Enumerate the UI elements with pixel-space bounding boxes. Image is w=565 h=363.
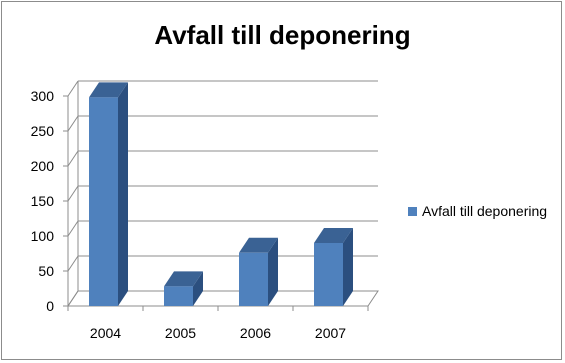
bar: [89, 97, 118, 307]
legend-swatch: [408, 206, 417, 216]
bar: [239, 252, 268, 306]
side-wall-line: [67, 115, 79, 132]
legend: Avfall till deponering: [408, 203, 547, 219]
side-wall-line: [67, 185, 79, 202]
bar-top: [239, 237, 278, 253]
y-tick-label: 0: [46, 298, 54, 314]
y-tick-label: 50: [38, 263, 54, 279]
x-tick-label: 2004: [90, 325, 121, 341]
y-tick-label: 300: [31, 88, 55, 104]
bar-side: [268, 237, 278, 306]
y-tick-label: 150: [31, 193, 55, 209]
y-tick-label: 100: [31, 228, 55, 244]
side-wall-line: [67, 80, 79, 97]
bar-top: [89, 82, 128, 98]
side-wall-line: [67, 150, 79, 167]
bar: [314, 243, 343, 306]
side-wall-line: [67, 220, 79, 237]
x-tick-label: 2007: [315, 325, 346, 341]
x-tick-label: 2006: [240, 325, 271, 341]
bar-side: [343, 228, 353, 306]
bar: [164, 286, 193, 306]
side-wall-line: [67, 255, 79, 272]
bar-side: [193, 271, 203, 306]
bar-side: [118, 82, 128, 307]
x-tick-label: 2005: [165, 325, 196, 341]
y-tick-label: 200: [31, 158, 55, 174]
legend-label: Avfall till deponering: [422, 203, 548, 219]
chart-title: Avfall till deponering: [154, 20, 411, 50]
y-tick-label: 250: [31, 123, 55, 139]
bar-top: [164, 271, 203, 287]
bar-top: [314, 228, 353, 243]
